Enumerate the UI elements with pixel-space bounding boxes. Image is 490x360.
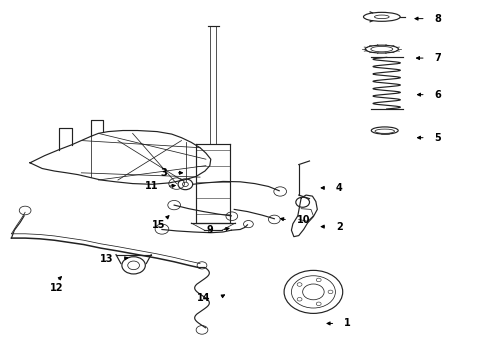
Text: 11: 11 [145, 181, 158, 192]
Text: 5: 5 [435, 133, 441, 143]
Text: 1: 1 [344, 319, 351, 328]
Text: 2: 2 [336, 222, 343, 231]
Text: 6: 6 [435, 90, 441, 100]
Text: 9: 9 [206, 225, 213, 235]
Text: 12: 12 [50, 283, 64, 293]
Text: 10: 10 [297, 215, 310, 225]
Text: 4: 4 [336, 183, 343, 193]
Text: 14: 14 [197, 293, 211, 303]
Text: 15: 15 [152, 220, 166, 230]
Text: 8: 8 [435, 14, 441, 24]
Text: 13: 13 [99, 254, 113, 264]
Text: 3: 3 [160, 168, 167, 178]
Text: 7: 7 [435, 53, 441, 63]
